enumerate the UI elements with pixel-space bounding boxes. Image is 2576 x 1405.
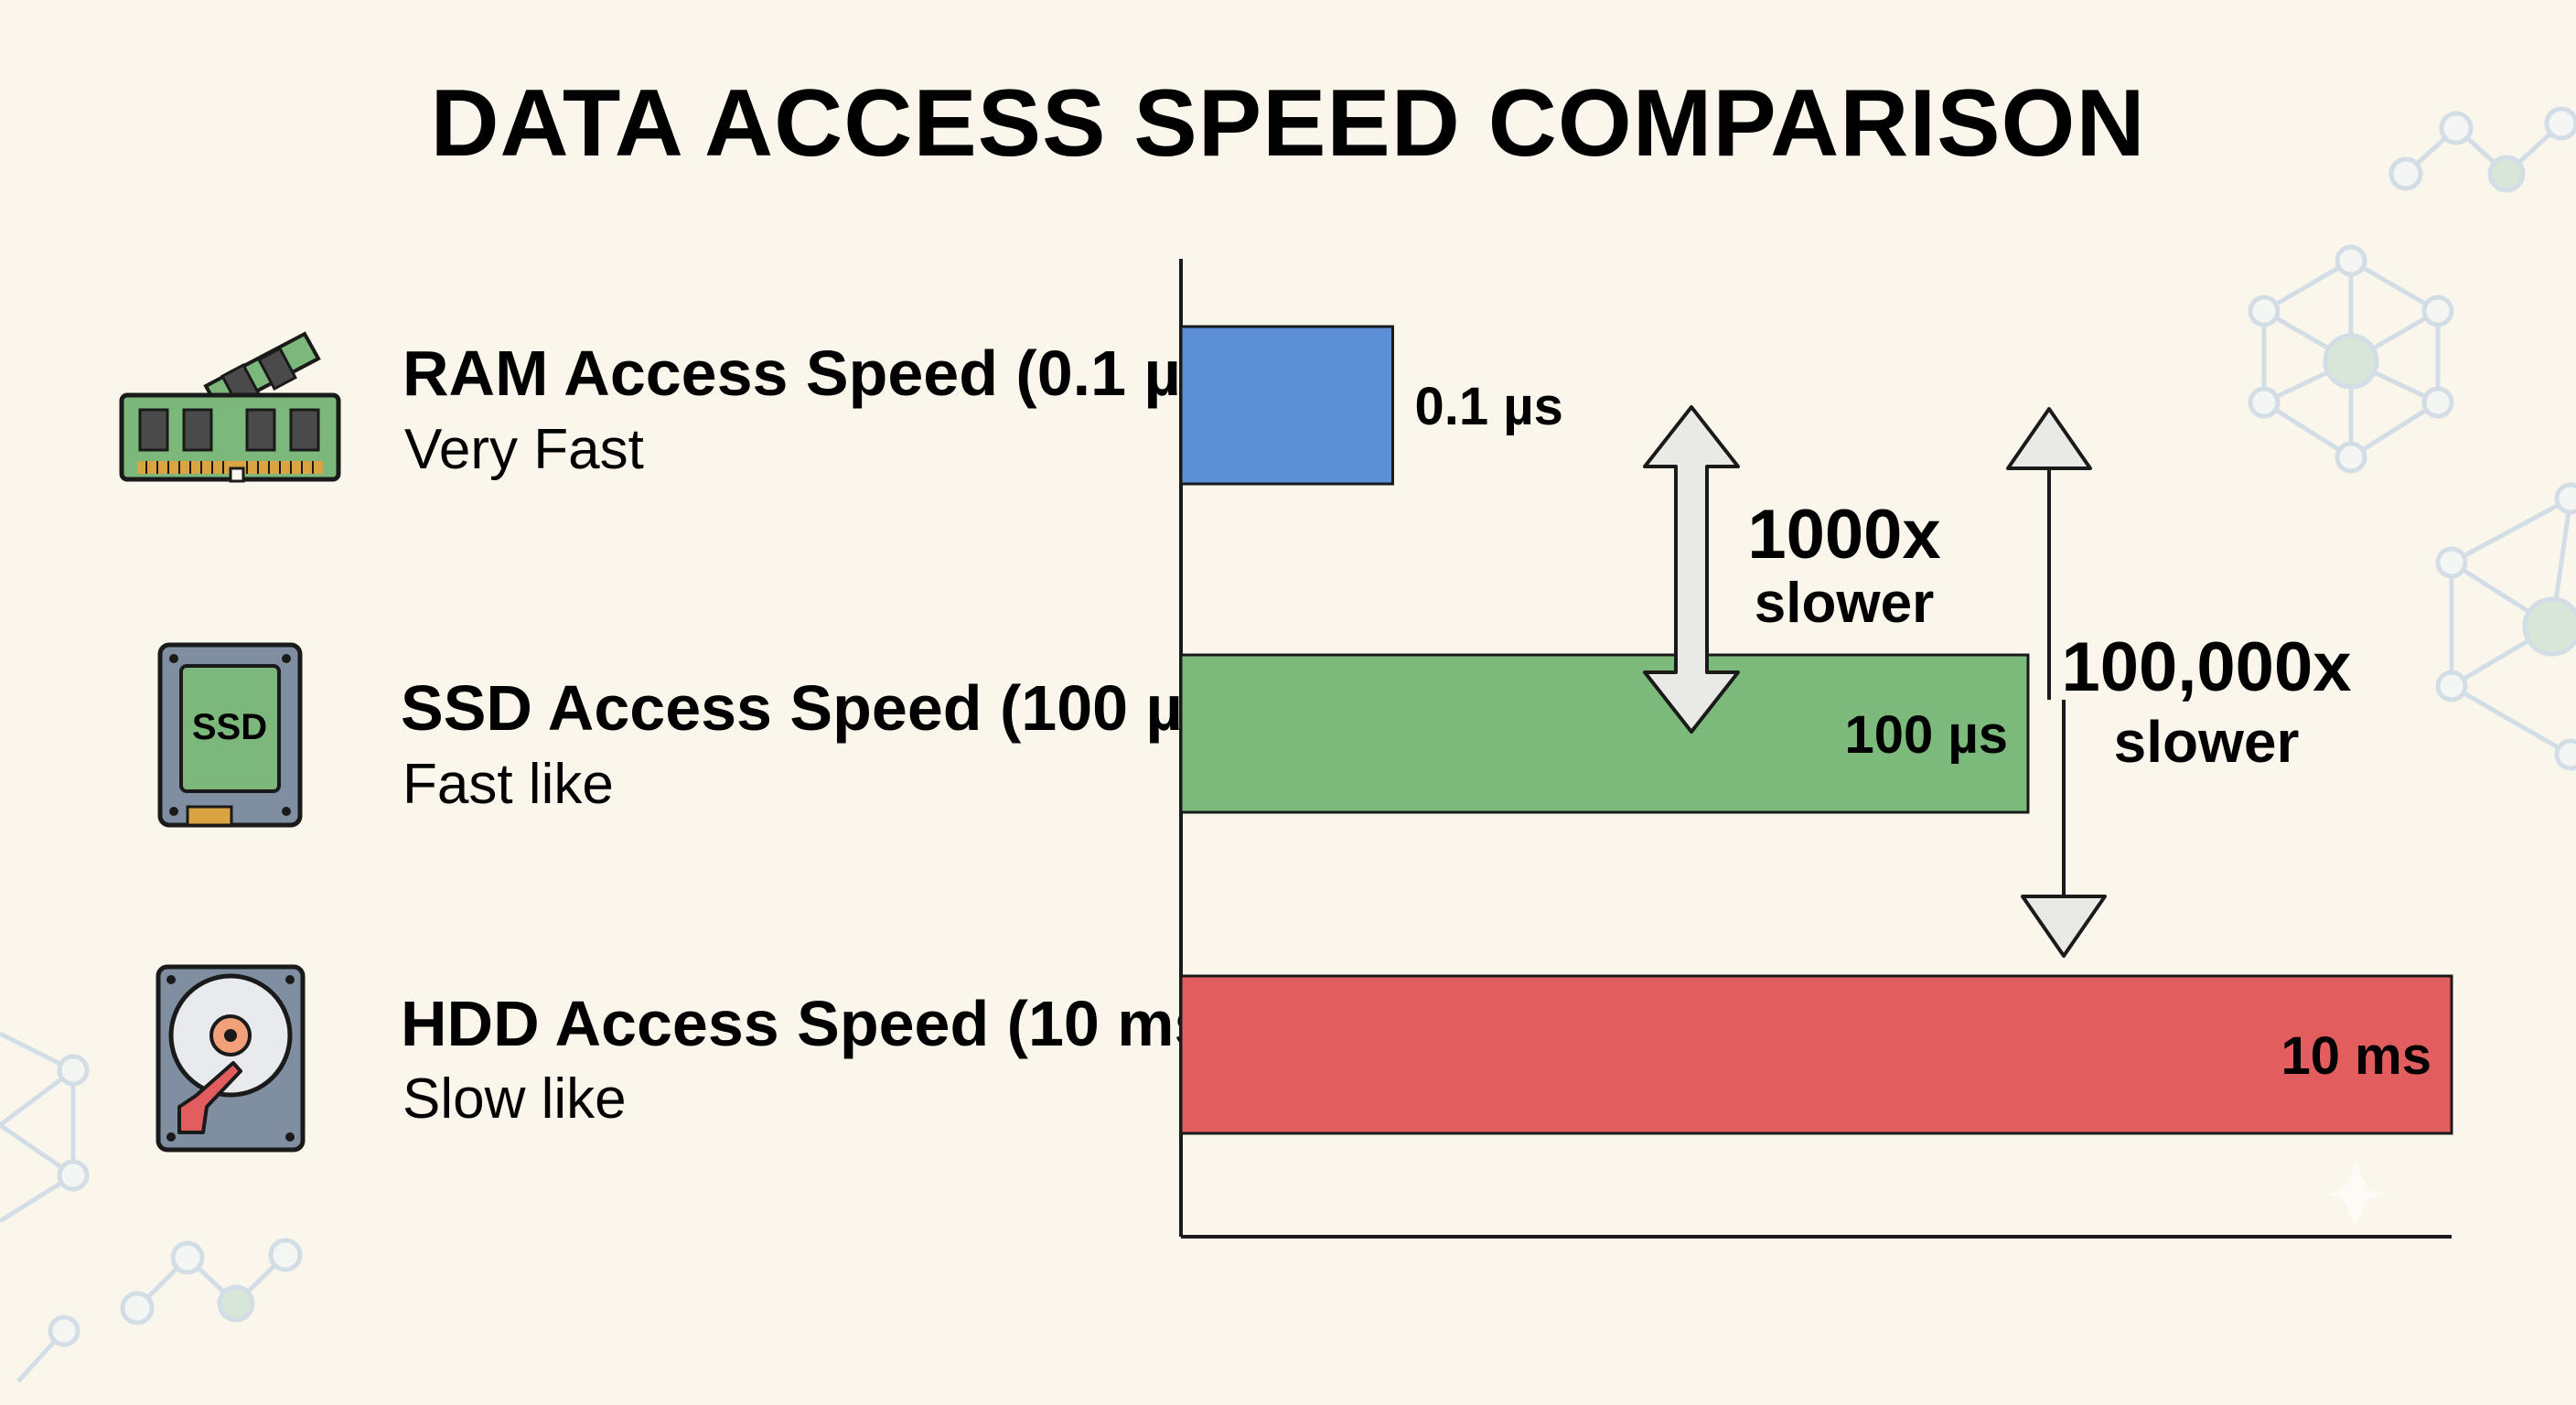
ram-bar-value-label: 0.1 µs bbox=[1415, 377, 1563, 436]
network-decoration-top-right bbox=[2388, 106, 2576, 193]
hdd-row-description: Slow like bbox=[402, 1067, 627, 1131]
ssd-bar-value-label: 100 µs bbox=[1844, 705, 2008, 765]
network-decoration-left bbox=[0, 1031, 90, 1224]
ratio-1000x-note: slower bbox=[1755, 572, 1934, 635]
network-decoration-right-upper bbox=[2248, 244, 2454, 474]
ratio-100000x-factor: 100,000x bbox=[2062, 628, 2352, 706]
ram-module-icon bbox=[119, 331, 341, 483]
ratio-1000x-factor: 1000x bbox=[1747, 496, 1940, 574]
hdd-drive-icon bbox=[156, 964, 306, 1153]
ssd-drive-icon: SSD bbox=[157, 642, 303, 828]
chart-title: DATA ACCESS SPEED COMPARISON bbox=[430, 70, 2145, 177]
hdd-row-label: HDD Access Speed (10 ms) bbox=[401, 988, 1231, 1059]
sparkle-decoration bbox=[2328, 1162, 2383, 1226]
network-decoration-right-lower bbox=[2435, 482, 2576, 771]
ram-row-description: Very Fast bbox=[404, 418, 644, 481]
double-arrow-1000x bbox=[1643, 405, 1740, 734]
ratio-100000x-note: slower bbox=[2114, 709, 2300, 775]
ssd-icon-label: SSD bbox=[192, 707, 267, 747]
ssd-bar bbox=[1179, 653, 2030, 814]
hdd-bar bbox=[1179, 974, 2453, 1135]
arrow-100000x bbox=[2006, 407, 2107, 958]
ssd-row-label: SSD Access Speed (100 µs) bbox=[401, 672, 1240, 744]
hdd-bar-value-label: 10 ms bbox=[2281, 1026, 2431, 1086]
ram-bar bbox=[1179, 325, 1394, 486]
network-decoration-bottom-left bbox=[16, 1238, 303, 1383]
ram-row-label: RAM Access Speed (0.1 µs) bbox=[402, 338, 1238, 409]
ssd-row-description: Fast like bbox=[402, 753, 614, 816]
